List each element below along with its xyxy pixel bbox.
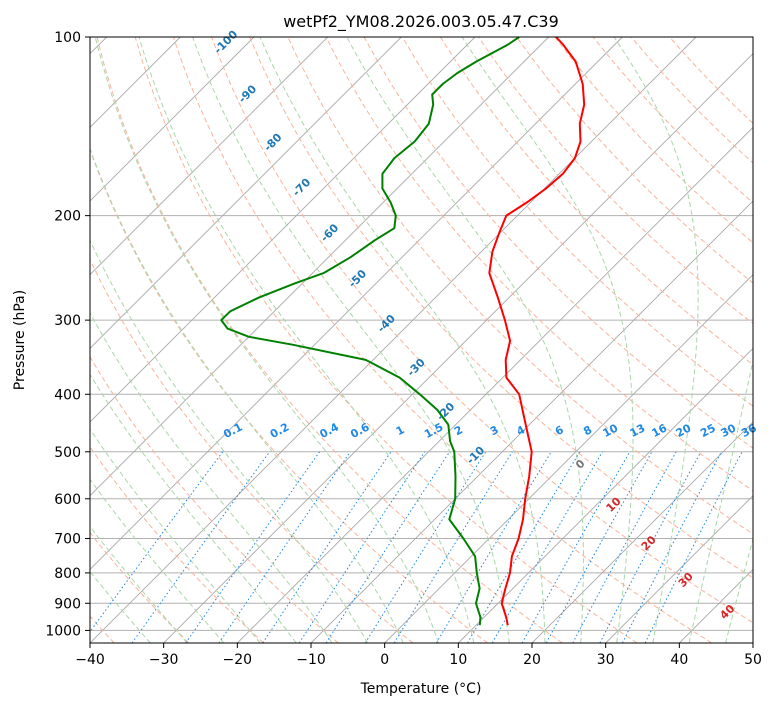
isotherm-line xyxy=(90,37,328,276)
x-tick-label: 50 xyxy=(744,652,762,668)
y-tick-label: 500 xyxy=(54,445,81,461)
isotherm-line xyxy=(237,126,753,643)
dry-adiabat xyxy=(516,37,753,284)
x-tick-label: −40 xyxy=(75,652,105,668)
x-tick-label: 10 xyxy=(449,652,467,668)
data-layer xyxy=(220,37,586,626)
moist-adiabat xyxy=(613,37,699,643)
dry-adiabat xyxy=(90,148,488,643)
mixing-ratio-line xyxy=(435,451,552,643)
y-tick-label: 1000 xyxy=(45,623,81,639)
axes-layer: −40 −30 −20 −10 0 10 20 30 40 50 100 200 300 400 500 60… xyxy=(45,30,762,668)
dry-adiabat xyxy=(90,531,190,643)
y-tick-label: 900 xyxy=(54,596,81,612)
mixing-ratio-line xyxy=(218,451,351,643)
mixing-ratio-line xyxy=(364,451,487,643)
mixing-ratio-line xyxy=(521,451,631,643)
x-tick-label: −10 xyxy=(296,652,326,668)
mixing-ratio-line xyxy=(572,451,677,643)
dry-adiabat xyxy=(134,37,638,643)
y-tick-label: 600 xyxy=(54,492,81,508)
mixing-ratio-line xyxy=(325,451,451,643)
isotherm-line xyxy=(90,37,255,202)
moist-adiabat xyxy=(94,37,439,643)
x-tick-label: −20 xyxy=(223,652,253,668)
mixing-ratio-label: 10 xyxy=(601,421,621,440)
dry-adiabat xyxy=(249,37,753,579)
isotherm-line xyxy=(90,37,697,643)
mixing-ratio-line xyxy=(262,451,392,643)
x-tick-label: −30 xyxy=(149,652,179,668)
y-tick-label: 800 xyxy=(54,566,81,582)
mixing-ratio-label: 20 xyxy=(674,421,694,440)
y-tick-label: 100 xyxy=(54,30,81,46)
dry-adiabat xyxy=(96,37,563,643)
moist-adiabat xyxy=(90,428,261,643)
moist-adiabat xyxy=(138,37,475,643)
moist-adiabat xyxy=(90,311,333,643)
dry-adiabat xyxy=(401,37,753,407)
isotherm-line xyxy=(90,37,549,497)
y-tick-label: 400 xyxy=(54,387,81,403)
moist-adiabat xyxy=(259,37,546,643)
isotherm-line xyxy=(384,274,753,643)
dry-adiabat xyxy=(90,355,339,643)
dry-adiabat xyxy=(325,37,753,492)
isotherm-line xyxy=(90,37,402,349)
moist-adiabat xyxy=(90,478,225,643)
moist-adiabat xyxy=(90,239,369,643)
isotherm-line xyxy=(163,53,753,643)
y-axis-label: Pressure (hPa) xyxy=(12,290,28,390)
grid-layer xyxy=(90,37,753,643)
mixing-ratio-line xyxy=(599,451,702,643)
x-axis-label: Temperature (°C) xyxy=(360,681,482,697)
mixing-ratio-label: 36 xyxy=(739,421,759,440)
dry-adiabat xyxy=(90,445,264,643)
dry-adiabat xyxy=(211,37,753,624)
x-tick-label: 0 xyxy=(380,652,389,668)
dry-adiabat xyxy=(90,258,414,643)
moist-adiabat xyxy=(688,358,753,643)
isotherm-line xyxy=(90,37,476,423)
y-tick-label: 700 xyxy=(54,532,81,548)
isotherm-line xyxy=(458,347,753,643)
dewpoint-profile-line xyxy=(220,37,520,626)
isotherm-line xyxy=(605,495,753,643)
dry-adiabat xyxy=(172,37,712,643)
x-tick-label: 20 xyxy=(523,652,541,668)
mixing-ratio-line xyxy=(131,451,271,643)
y-tick-label: 200 xyxy=(54,209,81,225)
moist-adiabat xyxy=(346,37,584,643)
mixing-ratio-line xyxy=(185,451,321,643)
chart-title: wetPf2_YM08.2026.003.05.47.C39 xyxy=(283,12,559,32)
mixing-ratio-line xyxy=(545,451,653,643)
dry-adiabat xyxy=(439,37,753,366)
mixing-ratio-label: 25 xyxy=(698,421,718,440)
moist-adiabat xyxy=(90,373,297,643)
x-tick-label: 30 xyxy=(597,652,615,668)
y-tick-label: 300 xyxy=(54,313,81,329)
mixing-ratio-line xyxy=(298,451,426,643)
temperature-profile-line xyxy=(488,37,586,626)
mixing-ratio-label: 13 xyxy=(628,421,648,440)
mixing-ratio-label: 16 xyxy=(650,421,670,440)
mixing-ratio-line xyxy=(90,451,224,633)
moist-adiabat xyxy=(90,147,404,643)
mixing-ratio-label: 30 xyxy=(719,421,739,440)
x-tick-label: 40 xyxy=(670,652,688,668)
moist-adiabat xyxy=(725,537,753,643)
plot-frame xyxy=(89,36,754,644)
isotherm-line xyxy=(90,37,623,570)
isotherm-line xyxy=(531,421,753,643)
mixing-ratio-line xyxy=(644,451,743,643)
